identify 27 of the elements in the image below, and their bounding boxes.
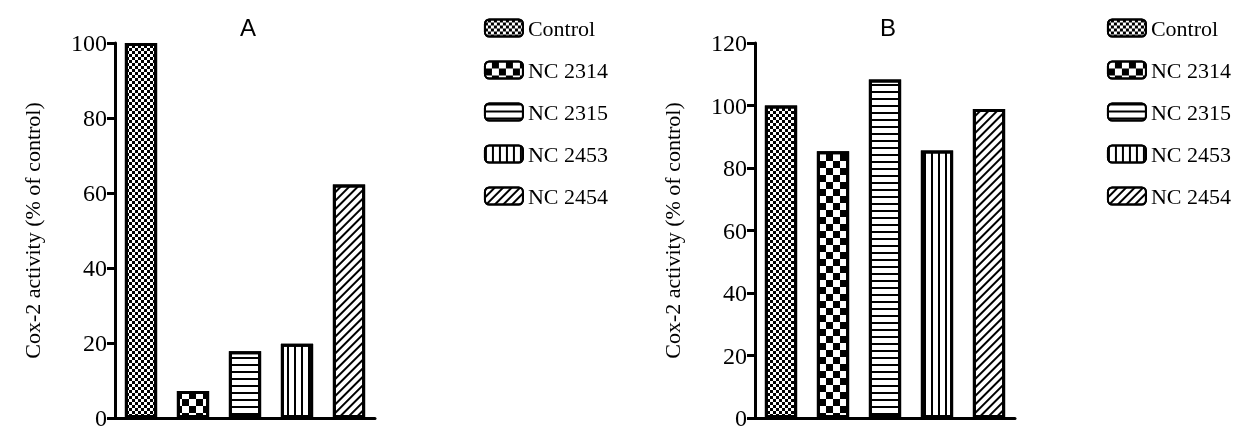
chart-title: A [239,13,257,41]
y-tick-label: 120 [711,30,747,56]
y-tick-label: 60 [723,217,747,244]
y-tick-label: 60 [83,180,107,206]
legend-label: NC 2314 [527,57,608,83]
y-tick-label: 40 [723,280,747,306]
y-axis-title: Cox-2 activity (% of control) [659,102,685,359]
legend-label: Control [527,15,596,41]
y-tick-label: 0 [95,405,107,431]
legend-label: Control [1150,15,1219,41]
y-tick-label: 100 [71,30,107,56]
legend-label: NC 2315 [1150,99,1231,125]
chart-title: B [879,13,897,41]
y-tick-label: 20 [83,330,107,356]
legend-label: NC 2454 [527,183,608,209]
y-axis-title: Cox-2 activity (% of control) [19,102,45,359]
y-tick-label: 80 [83,105,107,131]
legend-label: NC 2454 [1150,183,1231,209]
legend-label: NC 2453 [527,141,608,167]
legend-label: NC 2314 [1150,57,1231,83]
y-tick-label: 20 [723,342,747,369]
legend-label: NC 2453 [1150,141,1231,167]
y-tick-label: 40 [83,255,107,281]
y-tick-label: 0 [735,405,747,431]
y-tick-label: 100 [711,92,747,119]
legend-label: NC 2315 [527,99,608,125]
y-tick-label: 80 [723,155,747,181]
